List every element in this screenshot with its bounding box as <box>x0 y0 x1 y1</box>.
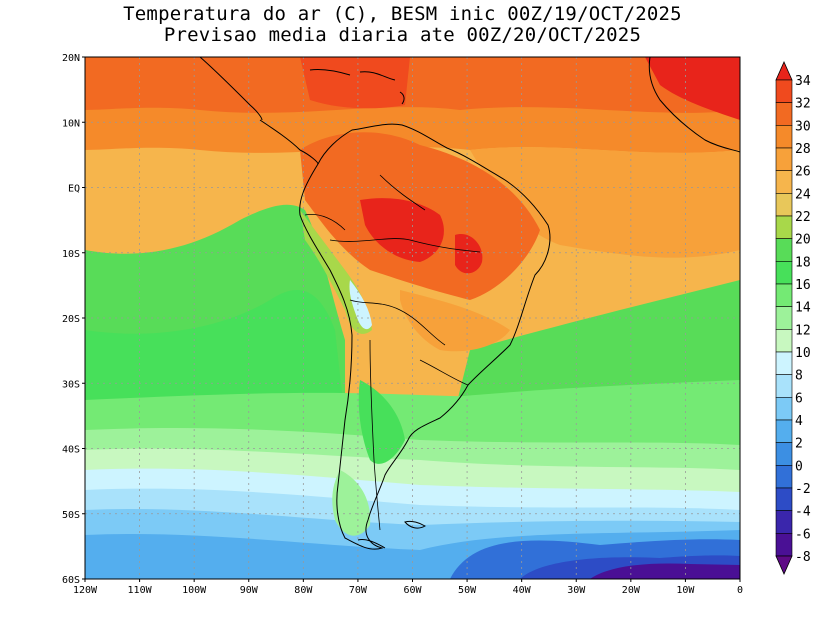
colorbar-label: -8 <box>795 550 811 565</box>
colorbar-segment <box>775 351 793 375</box>
colorbar-segment <box>775 510 793 534</box>
field-26c-south-brazil <box>400 290 510 352</box>
lat-tick-label: 10S <box>62 249 80 260</box>
colorbar-label: 18 <box>795 255 811 270</box>
colorbar-segment <box>775 306 793 330</box>
field-30c-north <box>85 57 740 113</box>
lon-tick-label: 20W <box>622 585 641 596</box>
field-16c-argentina <box>358 380 405 464</box>
lat-tick-label: EQ <box>68 184 80 195</box>
lon-tick-label: 40W <box>513 585 532 596</box>
border-4 <box>369 339 381 531</box>
colorbar-segment <box>775 397 793 421</box>
border-1 <box>329 238 481 253</box>
colorbar-segment <box>775 533 793 557</box>
lon-tick-label: 120W <box>73 585 98 596</box>
map-grid <box>85 57 740 579</box>
lon-tick-label: 50W <box>458 585 477 596</box>
colorbar-segment <box>775 193 793 217</box>
border-3 <box>349 299 446 346</box>
colorbar-label: 30 <box>795 119 811 134</box>
tierra-del-fuego <box>357 539 386 549</box>
colorbar-label: 2 <box>795 437 803 452</box>
lon-tick-label: 80W <box>294 585 313 596</box>
colorbar-label: -6 <box>795 527 811 542</box>
lon-tick-label: 10W <box>676 585 695 596</box>
colorbar-segment <box>775 79 793 103</box>
colorbar-segment <box>775 125 793 149</box>
colorbar-label: 4 <box>795 414 803 429</box>
lat-tick-label: 50S <box>62 510 80 521</box>
colorbar-label: -2 <box>795 482 811 497</box>
colorbar-segment <box>775 442 793 466</box>
lon-tick-label: 60W <box>403 585 422 596</box>
colorbar-segment <box>775 102 793 126</box>
longitude-labels: 120W 110W 100W 90W 80W 70W 60W 50W 40W 30W 20W 10W 0 <box>73 579 743 596</box>
field-34c-africa <box>645 57 740 120</box>
lat-tick-label: 20S <box>62 314 80 325</box>
colorbar-segment <box>775 261 793 285</box>
colorbar-label: 26 <box>795 165 811 180</box>
colorbar-label: 20 <box>795 233 811 248</box>
lat-tick-label: 10N <box>62 118 80 129</box>
falklands <box>404 520 426 529</box>
colorbar-label: 14 <box>795 301 811 316</box>
colorbar-segment <box>775 283 793 307</box>
colorbar-label: 24 <box>795 187 811 202</box>
lon-tick-label: 100W <box>182 585 207 596</box>
colorbar-segment <box>775 147 793 171</box>
colorbar-segment <box>775 487 793 511</box>
colorbar-label: 8 <box>795 369 803 384</box>
colorbar-segment <box>775 215 793 239</box>
colorbar-bottom-triangle <box>775 555 793 575</box>
lat-tick-label: 30S <box>62 379 80 390</box>
map-title-line1: Temperatura do ar (C), BESM inic 00Z/19/… <box>123 3 682 25</box>
south-america-coastline <box>299 123 551 550</box>
lon-tick-label: 90W <box>240 585 259 596</box>
colorbar-label: 34 <box>795 74 811 89</box>
colorbar-segment <box>775 329 793 353</box>
colorbar-segment <box>775 465 793 489</box>
colorbar-label: -4 <box>795 505 811 520</box>
lon-tick-label: 70W <box>349 585 368 596</box>
colorbar-segment <box>775 419 793 443</box>
lon-tick-label: 0 <box>737 585 743 596</box>
field-34c-amazon <box>360 198 444 262</box>
border-6 <box>304 213 346 231</box>
colorbar-label: 22 <box>795 210 811 225</box>
colorbar-label: 32 <box>795 97 811 112</box>
border-2 <box>379 174 426 211</box>
colorbar-segment <box>775 170 793 194</box>
colorbar-label: 10 <box>795 346 811 361</box>
caribbean-islands <box>309 69 405 105</box>
lat-tick-label: 60S <box>62 575 80 586</box>
colorbar-top-triangle <box>775 61 793 81</box>
colorbar-label: 0 <box>795 459 803 474</box>
country-borders <box>304 174 481 531</box>
colorbar-label: 12 <box>795 323 811 338</box>
colorbar-segment <box>775 238 793 262</box>
field-12c-patagonia <box>332 470 371 536</box>
border-5 <box>419 359 469 386</box>
colorbar-label: 16 <box>795 278 811 293</box>
central-america-coastline <box>199 56 319 165</box>
colorbar-segment <box>775 374 793 398</box>
map-title-line2: Previsao media diaria ate 00Z/20/OCT/202… <box>163 24 642 46</box>
lat-tick-label: 20N <box>62 53 80 64</box>
field-8c-altiplano <box>349 280 372 330</box>
colorbar-label: 28 <box>795 142 811 157</box>
field-34c-brazil <box>455 234 483 274</box>
field-32c-caribbean <box>300 57 410 109</box>
lon-tick-label: 110W <box>128 585 153 596</box>
africa-coastline <box>648 56 741 153</box>
lon-tick-label: 30W <box>567 585 586 596</box>
coastlines <box>199 56 741 550</box>
lat-tick-label: 40S <box>62 445 80 456</box>
field-m8c-south <box>590 563 740 579</box>
latitude-labels: 20N 10N EQ 10S 20S 30S 40S 50S 60S <box>62 53 85 586</box>
colorbar-label: 6 <box>795 391 803 406</box>
